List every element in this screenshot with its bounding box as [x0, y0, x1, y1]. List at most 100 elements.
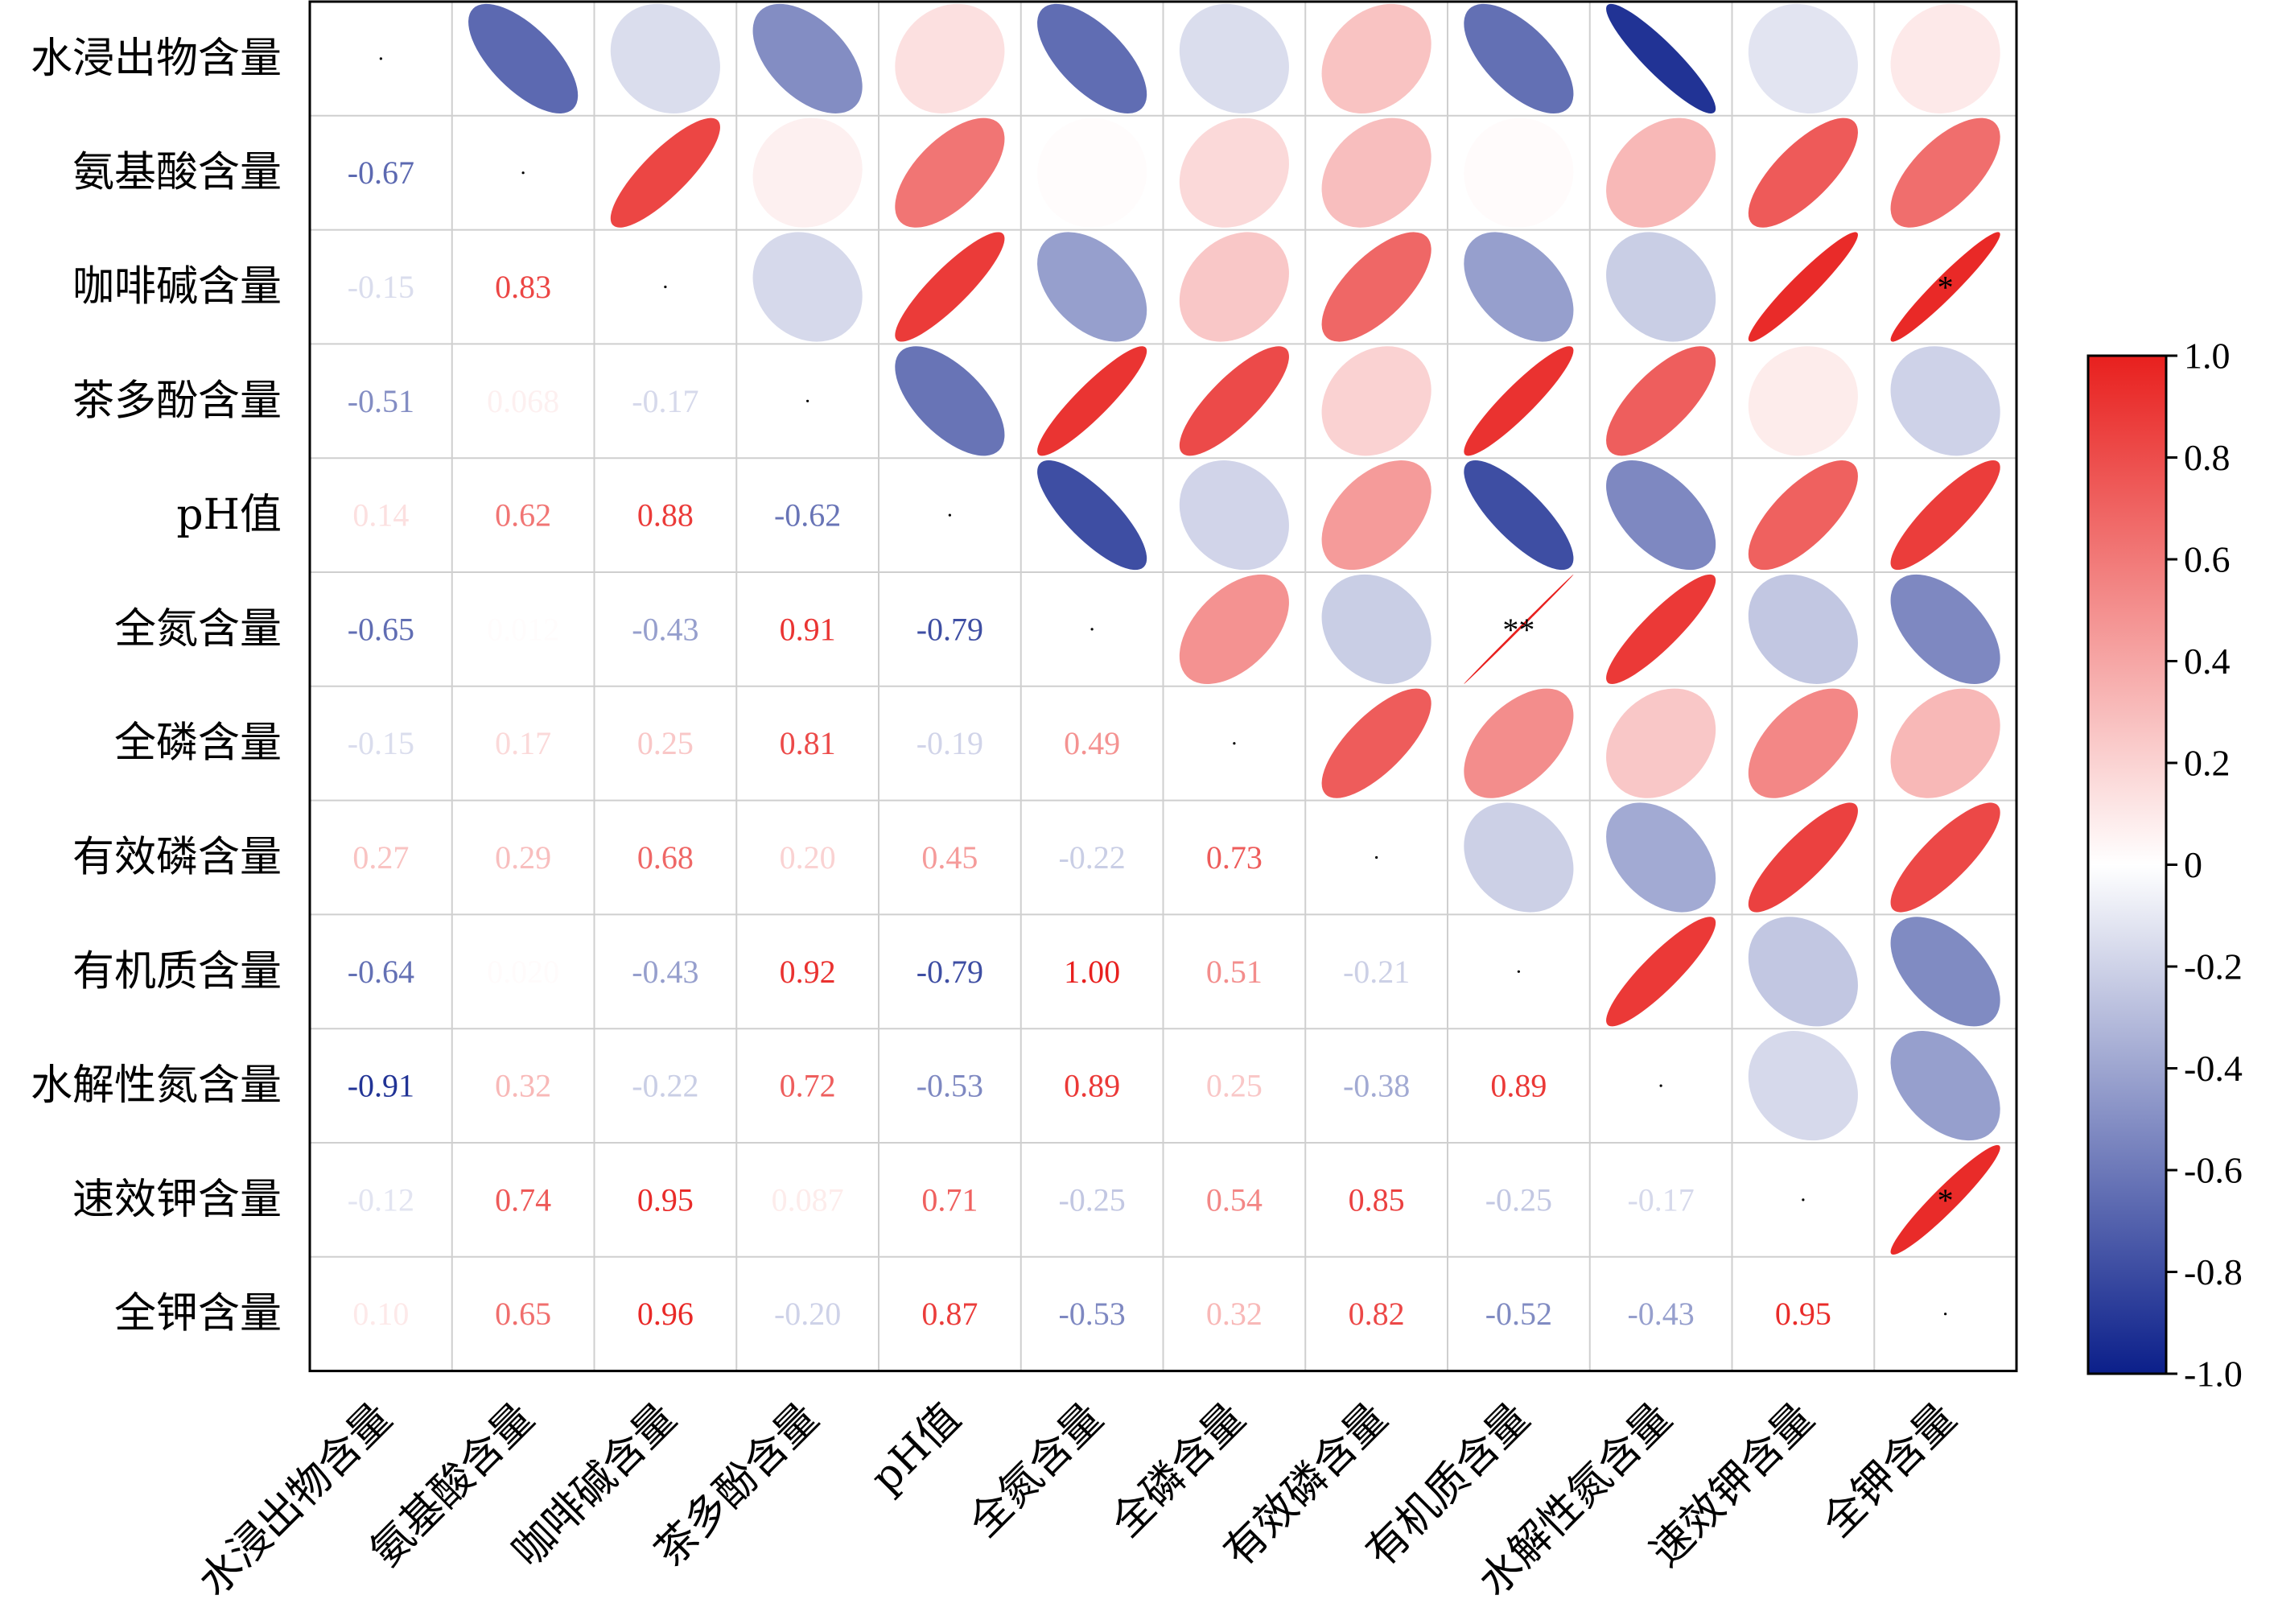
correlation-value: -0.25 — [1058, 1181, 1125, 1218]
colorbar-tick-label: 0.6 — [2184, 539, 2231, 580]
correlation-ellipse — [1890, 117, 2000, 228]
row-label: pH值 — [176, 491, 282, 539]
correlation-value: 0.89 — [1490, 1068, 1547, 1104]
correlation-ellipse — [1037, 460, 1147, 571]
correlation-value: -0.20 — [774, 1296, 841, 1332]
matrix-cells: -0.67 -0.15 0.83 * -0.51 0.068 -0.17 0.14 0.62 0.… — [308, 0, 2018, 1373]
correlation-value: -0.22 — [1058, 839, 1125, 876]
correlation-ellipse — [1606, 917, 1716, 1027]
correlation-ellipse — [752, 3, 863, 113]
correlation-ellipse — [610, 117, 720, 228]
correlation-ellipse — [1464, 346, 1574, 456]
correlation-ellipse — [1606, 3, 1716, 113]
colorbar-tick-label: -0.4 — [2184, 1048, 2243, 1089]
correlation-value: -0.12 — [348, 1181, 414, 1218]
row-label: 全磷含量 — [114, 719, 282, 768]
correlation-ellipse — [1464, 460, 1574, 571]
correlation-ellipse — [1321, 574, 1431, 684]
correlation-value: -0.25 — [1485, 1181, 1552, 1218]
correlation-value: 1.00 — [1064, 954, 1120, 990]
correlation-ellipse — [1179, 232, 1289, 342]
correlation-value: -0.79 — [917, 611, 983, 647]
correlation-value: -0.17 — [1627, 1181, 1694, 1218]
correlation-ellipse — [1890, 917, 2000, 1027]
correlation-ellipse — [1748, 1031, 1858, 1141]
correlation-value: 0.020 — [487, 954, 559, 990]
colorbar-gradient — [2086, 354, 2168, 1375]
correlation-value: -0.19 — [917, 725, 983, 761]
correlation-value: 0.29 — [495, 839, 551, 876]
correlation-ellipse — [1464, 802, 1574, 913]
correlation-value: -0.43 — [632, 611, 698, 647]
correlation-ellipse — [1321, 117, 1431, 228]
colorbar-tick-label: -0.2 — [2184, 946, 2243, 987]
correlation-ellipse — [468, 3, 579, 113]
correlation-ellipse — [1179, 346, 1289, 456]
correlation-value: -0.38 — [1343, 1068, 1410, 1104]
correlation-value: -0.21 — [1343, 954, 1410, 990]
correlation-value: 0.087 — [772, 1181, 844, 1218]
row-label: 有效磷含量 — [72, 834, 282, 882]
correlation-ellipse — [1890, 1144, 2000, 1255]
colorbar-tick-label: 0.4 — [2184, 641, 2231, 682]
row-label: 有机质含量 — [72, 947, 282, 995]
correlation-ellipse — [1606, 232, 1716, 342]
correlation-value: -0.43 — [632, 954, 698, 990]
correlation-ellipse — [895, 232, 1005, 342]
correlation-ellipse — [1179, 460, 1289, 571]
correlation-ellipse — [1606, 688, 1716, 798]
correlation-ellipse — [1037, 3, 1147, 113]
colorbar-tick-label: -0.6 — [2184, 1150, 2243, 1191]
correlation-ellipse — [1748, 688, 1858, 798]
correlation-value: 0.32 — [1206, 1296, 1263, 1332]
row-label: 水解性氮含量 — [31, 1061, 282, 1110]
column-label: 水浸出物含量 — [190, 1394, 402, 1605]
correlation-value: 0.87 — [921, 1296, 978, 1332]
correlation-ellipse — [1037, 346, 1147, 456]
correlation-value: -0.53 — [1058, 1296, 1125, 1332]
correlation-ellipse — [1748, 802, 1858, 913]
correlation-ellipse — [1464, 232, 1574, 342]
diagonal-dot — [1944, 1313, 1947, 1316]
correlation-value: 0.91 — [780, 611, 836, 647]
column-label: 全氮含量 — [960, 1394, 1113, 1547]
correlation-value: 0.68 — [637, 839, 694, 876]
correlation-ellipse — [895, 346, 1005, 456]
correlation-value: -0.64 — [348, 954, 414, 990]
plot-border — [308, 0, 2018, 1373]
correlation-ellipse — [1464, 117, 1574, 228]
colorbar-tick-label: 0.2 — [2184, 743, 2231, 784]
significance-mark: ** — [1502, 612, 1534, 648]
correlation-value: 0.14 — [352, 497, 409, 534]
correlation-ellipse — [1606, 346, 1716, 456]
diagonal-dot — [948, 513, 951, 517]
column-label: 全钾含量 — [1813, 1394, 1966, 1547]
correlation-value: 0.95 — [637, 1181, 694, 1218]
correlation-value: 0.92 — [780, 954, 836, 990]
correlation-value: 0.73 — [1206, 839, 1263, 876]
correlation-value: 0.068 — [487, 383, 559, 419]
correlation-ellipse — [1321, 460, 1431, 571]
correlation-value: -0.43 — [1627, 1296, 1694, 1332]
correlation-value: 0.65 — [495, 1296, 551, 1332]
colorbar-tick-label: 0 — [2184, 844, 2202, 885]
row-label: 氨基酸含量 — [72, 149, 282, 197]
column-label: 全磷含量 — [1102, 1394, 1255, 1547]
row-label: 全氮含量 — [114, 605, 282, 653]
correlation-ellipse — [1606, 460, 1716, 571]
correlation-value: -0.52 — [1485, 1296, 1552, 1332]
diagonal-dot — [806, 399, 809, 402]
colorbar-tick-label: 0.8 — [2184, 437, 2231, 478]
significance-mark: * — [1938, 1182, 1954, 1218]
correlation-ellipse — [1179, 3, 1289, 113]
correlation-ellipse — [1890, 688, 2000, 798]
significance-mark: * — [1938, 270, 1954, 306]
correlation-ellipse — [1321, 346, 1431, 456]
colorbar-tick-label: -0.8 — [2184, 1251, 2243, 1292]
correlation-ellipse — [1037, 232, 1147, 342]
correlation-ellipse — [1606, 117, 1716, 228]
correlation-value: 0.25 — [1206, 1068, 1263, 1104]
correlation-ellipse — [1748, 460, 1858, 571]
correlation-value: 0.89 — [1064, 1068, 1120, 1104]
